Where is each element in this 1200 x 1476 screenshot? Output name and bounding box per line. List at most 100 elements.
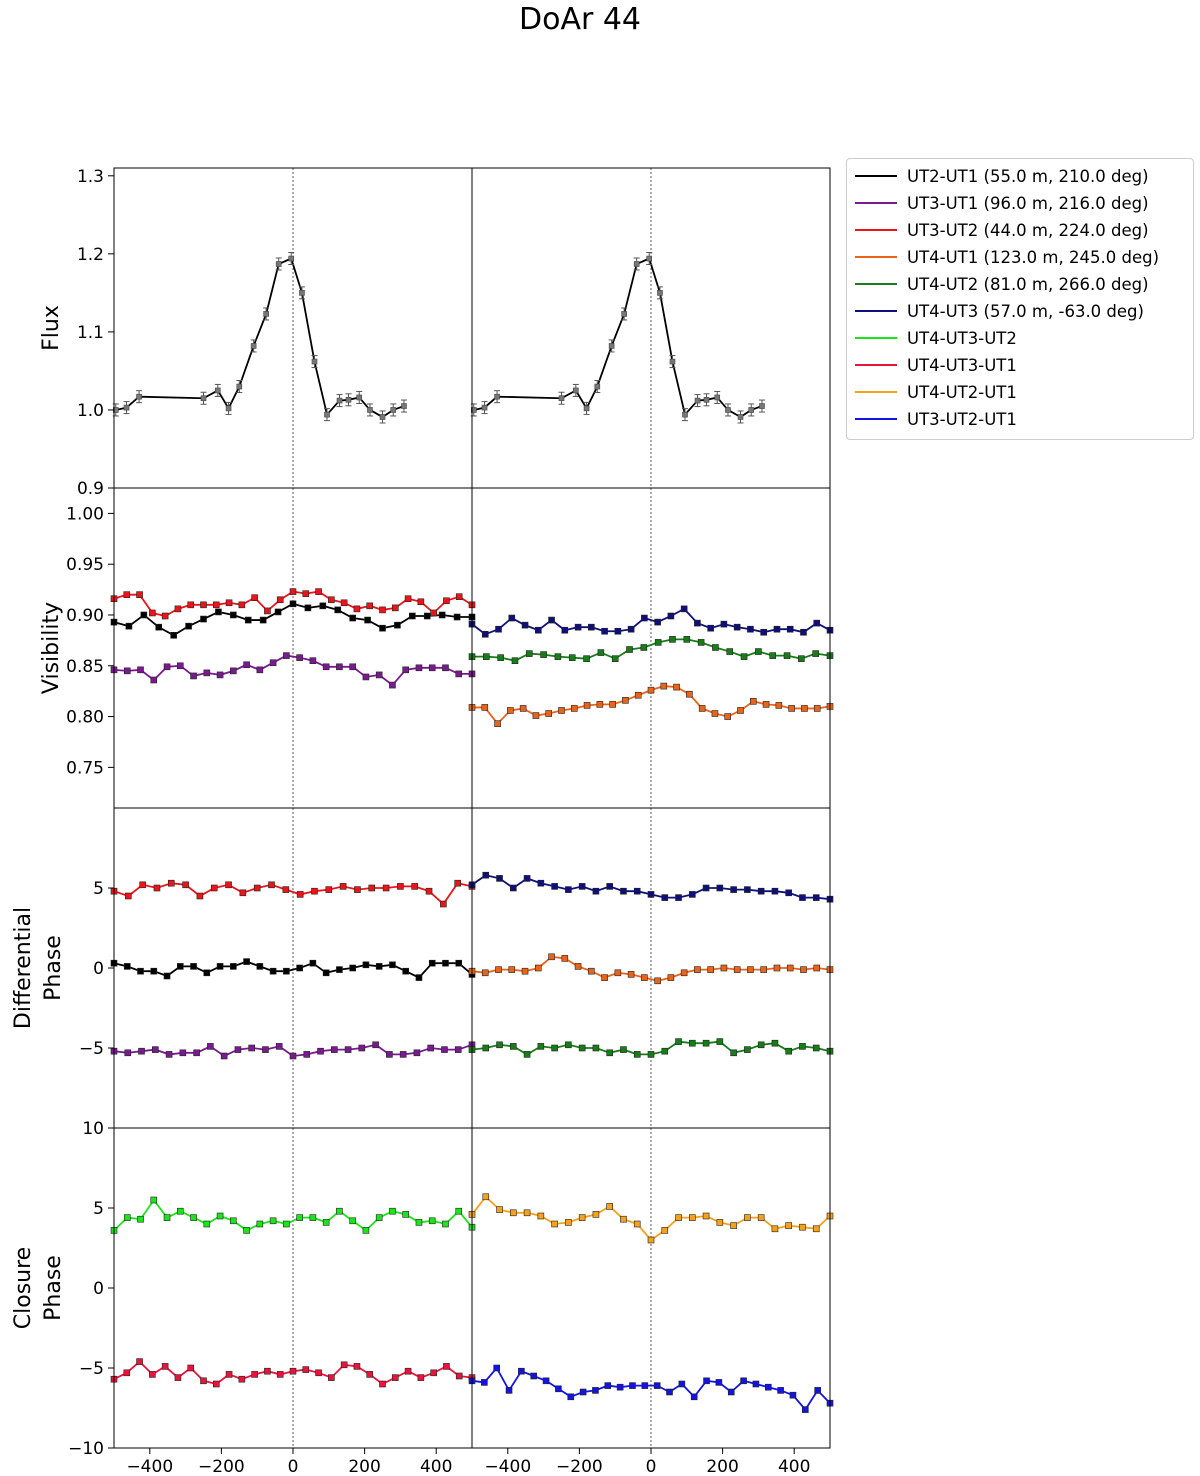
data-point bbox=[336, 397, 343, 404]
data-point bbox=[614, 969, 622, 977]
x-tick-label: 200 bbox=[348, 1457, 380, 1476]
data-point bbox=[423, 612, 431, 620]
y-tick-label: 0.80 bbox=[66, 708, 104, 728]
data-point bbox=[785, 1222, 792, 1229]
data-point bbox=[304, 604, 312, 612]
data-point bbox=[389, 961, 396, 969]
data-point bbox=[647, 1236, 655, 1244]
data-point bbox=[716, 884, 724, 892]
data-point bbox=[187, 1364, 195, 1372]
data-point bbox=[493, 1364, 500, 1372]
data-point bbox=[660, 682, 668, 690]
data-point bbox=[238, 1375, 246, 1383]
data-point bbox=[391, 604, 399, 612]
data-point bbox=[534, 964, 542, 972]
data-point bbox=[152, 1046, 159, 1053]
data-point bbox=[666, 1388, 673, 1396]
data-point bbox=[455, 593, 463, 600]
data-point bbox=[399, 1051, 407, 1058]
data-point bbox=[567, 1393, 575, 1401]
data-point bbox=[155, 623, 163, 631]
data-point bbox=[243, 661, 250, 669]
data-point bbox=[269, 1217, 277, 1225]
series-left-ut3-ut1 bbox=[110, 1041, 476, 1060]
data-point bbox=[647, 686, 655, 694]
data-point bbox=[555, 1385, 562, 1393]
data-point bbox=[561, 626, 569, 634]
data-point bbox=[669, 636, 676, 643]
data-point bbox=[606, 1203, 613, 1210]
data-point bbox=[783, 652, 791, 659]
data-point bbox=[654, 618, 661, 626]
data-point bbox=[609, 701, 616, 708]
data-point bbox=[733, 623, 741, 631]
x-tick-label: 0 bbox=[288, 1457, 299, 1476]
data-point bbox=[430, 609, 437, 617]
data-point bbox=[627, 625, 635, 633]
data-point bbox=[813, 964, 821, 972]
series-line bbox=[471, 607, 831, 636]
data-point bbox=[123, 667, 131, 675]
data-point bbox=[253, 884, 261, 892]
data-point bbox=[641, 974, 648, 981]
data-point bbox=[356, 394, 363, 401]
series-line bbox=[113, 654, 472, 687]
data-point bbox=[176, 1207, 184, 1215]
y-tick-label: −5 bbox=[79, 1039, 104, 1059]
data-point bbox=[123, 1369, 131, 1377]
data-point bbox=[620, 1046, 627, 1053]
data-point bbox=[234, 1046, 242, 1053]
data-point bbox=[362, 673, 370, 681]
data-point bbox=[150, 967, 158, 975]
data-point bbox=[622, 697, 629, 704]
data-point bbox=[349, 663, 356, 671]
data-point bbox=[340, 1361, 348, 1369]
legend-swatch bbox=[855, 229, 897, 231]
data-point bbox=[328, 1374, 335, 1381]
data-point bbox=[163, 663, 171, 671]
data-point bbox=[296, 1214, 303, 1221]
data-point bbox=[190, 1214, 197, 1221]
data-point bbox=[757, 1214, 765, 1221]
data-point bbox=[470, 407, 477, 413]
x-tick-label: −400 bbox=[484, 1457, 531, 1476]
data-point bbox=[698, 705, 706, 712]
data-point bbox=[430, 1369, 437, 1377]
legend-item: UT3-UT1 (96.0 m, 216.0 deg) bbox=[855, 190, 1149, 216]
data-point bbox=[225, 599, 233, 607]
data-point bbox=[510, 1209, 517, 1217]
data-point bbox=[482, 1044, 490, 1052]
y-axis-label: Visibility bbox=[39, 602, 64, 694]
data-point bbox=[203, 1220, 211, 1228]
data-point bbox=[482, 871, 490, 879]
data-point bbox=[561, 955, 569, 962]
data-point bbox=[207, 1043, 214, 1050]
data-point bbox=[702, 1039, 710, 1047]
data-point bbox=[702, 1212, 710, 1220]
data-point bbox=[565, 1041, 572, 1049]
data-point bbox=[161, 612, 169, 620]
y-axis-label: Closure bbox=[11, 1247, 36, 1329]
data-point bbox=[353, 605, 361, 613]
data-point bbox=[427, 1044, 434, 1052]
data-point bbox=[276, 596, 284, 604]
data-point bbox=[799, 1223, 806, 1231]
legend-item: UT4-UT3 (57.0 m, -63.0 deg) bbox=[855, 298, 1144, 324]
data-point bbox=[620, 887, 627, 895]
data-point bbox=[675, 1038, 682, 1045]
data-point bbox=[288, 255, 295, 262]
data-point bbox=[137, 967, 144, 975]
data-point bbox=[711, 710, 719, 717]
data-point bbox=[669, 358, 676, 365]
data-point bbox=[372, 1041, 379, 1049]
data-point bbox=[200, 1377, 207, 1385]
data-point bbox=[785, 1047, 792, 1055]
data-point bbox=[574, 623, 582, 631]
data-point bbox=[542, 1377, 550, 1385]
data-point bbox=[592, 1387, 599, 1394]
data-point bbox=[762, 701, 770, 708]
data-point bbox=[601, 627, 608, 635]
data-point bbox=[309, 657, 317, 664]
data-point bbox=[136, 591, 143, 598]
data-point bbox=[150, 676, 158, 684]
